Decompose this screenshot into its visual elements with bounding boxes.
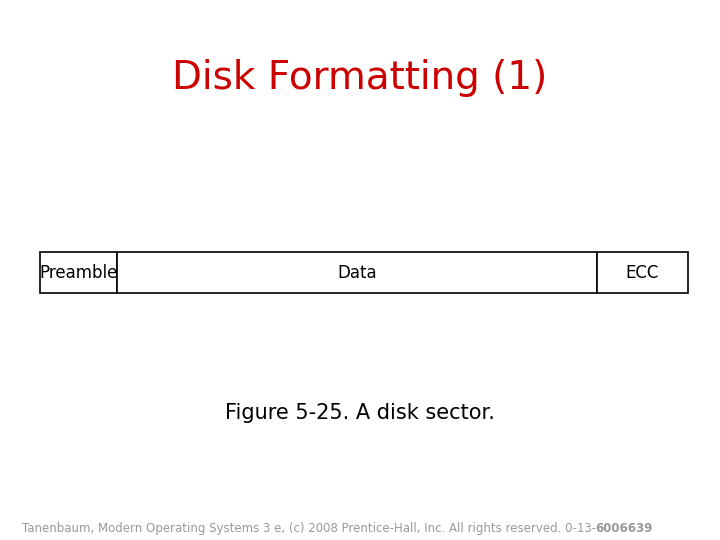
Text: Tanenbaum, Modern Operating Systems 3 e, (c) 2008 Prentice-Hall, Inc. All rights: Tanenbaum, Modern Operating Systems 3 e,…	[22, 522, 595, 535]
Text: ECC: ECC	[626, 264, 659, 282]
Text: 6006639: 6006639	[595, 522, 653, 535]
Text: Disk Formatting (1): Disk Formatting (1)	[172, 59, 548, 97]
Text: Data: Data	[337, 264, 377, 282]
Text: Figure 5-25. A disk sector.: Figure 5-25. A disk sector.	[225, 403, 495, 423]
Text: Preamble: Preamble	[40, 264, 117, 282]
